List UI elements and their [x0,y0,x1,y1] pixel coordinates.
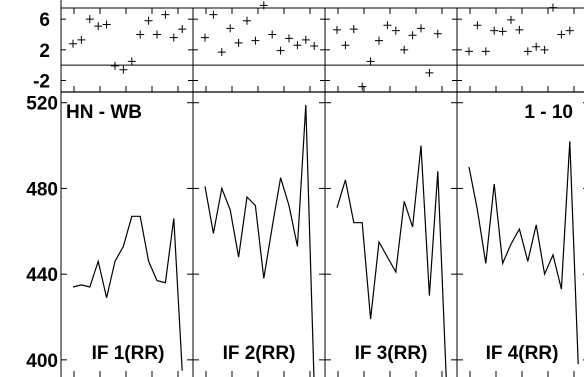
scatter-point [540,45,549,54]
scatter-point [209,10,218,19]
scatter-point [251,36,260,45]
scatter-point [549,3,557,12]
scatter-point [119,65,128,74]
scatter-point [268,30,277,39]
y-tick-label-bottom: 480 [26,179,58,200]
scatter-point [433,29,442,38]
scatter-point [391,26,400,35]
series-line [468,141,579,365]
panel-label-4: IF 4(RR) [486,343,559,364]
scatter-point [201,33,209,42]
y-tick-label-top: 6 [39,10,50,31]
chart-title-left: HN - WB [66,102,142,123]
scatter-point [498,27,507,36]
scatter-point [383,21,392,30]
y-tick-label-bottom: 440 [26,265,58,286]
scatter-point [507,15,515,24]
scatter-point [243,16,251,25]
scatter-point [341,41,350,50]
scatter-point [310,42,319,50]
scatter-point [557,30,566,39]
scatter-point [366,57,375,66]
scatter-point [77,35,86,44]
scatter-point [565,26,574,35]
scatter-point [481,47,490,56]
scatter-point [408,31,417,40]
chart-labels: HN - WB 1 - 10 IF 1(RR) IF 2(RR) IF 3(RR… [66,102,573,364]
scatter-point [136,30,145,39]
scatter-point [375,36,383,45]
y-tick-label-bottom: 400 [26,351,58,372]
panel-label-2: IF 2(RR) [223,343,296,364]
scatter-point [301,35,310,44]
y-tick-label-top: 2 [39,41,50,62]
chart-marks [69,1,579,377]
panel-label-3: IF 3(RR) [355,343,428,364]
scatter-point [69,39,77,48]
scatter-point [94,22,103,31]
scatter-point [102,20,111,29]
scatter-point [153,30,161,39]
y-tick-label-bottom: 520 [26,94,58,115]
series-line [204,104,315,377]
scatter-point [465,47,473,56]
scatter-point [523,47,532,56]
scatter-point [161,10,170,19]
scatter-point [226,24,235,33]
scatter-point [490,26,499,35]
scatter-point [169,33,178,42]
scatter-point [259,1,268,10]
scatter-point [425,68,434,77]
scatter-point [217,48,226,57]
scatter-point [111,61,119,70]
scatter-point [417,24,425,33]
scatter-point [85,15,94,24]
scatter-point [234,38,243,47]
scatter-point [358,82,367,91]
scatter-point [515,25,524,34]
scatter-point [532,42,541,51]
scatter-point [333,25,341,34]
scatter-point [400,45,409,54]
scatter-point [127,57,136,66]
scatter-point [144,16,153,25]
scatter-point [178,25,187,34]
scatter-point [285,34,293,43]
scatter-point [276,46,285,55]
scatter-point [293,41,302,50]
scatter-point [349,25,358,34]
series-line [336,145,447,377]
chart-title-right: 1 - 10 [524,102,573,123]
panel-label-1: IF 1(RR) [92,343,165,364]
y-tick-label-top: -2 [33,72,50,93]
scatter-point [473,21,482,30]
series-line [72,215,183,371]
